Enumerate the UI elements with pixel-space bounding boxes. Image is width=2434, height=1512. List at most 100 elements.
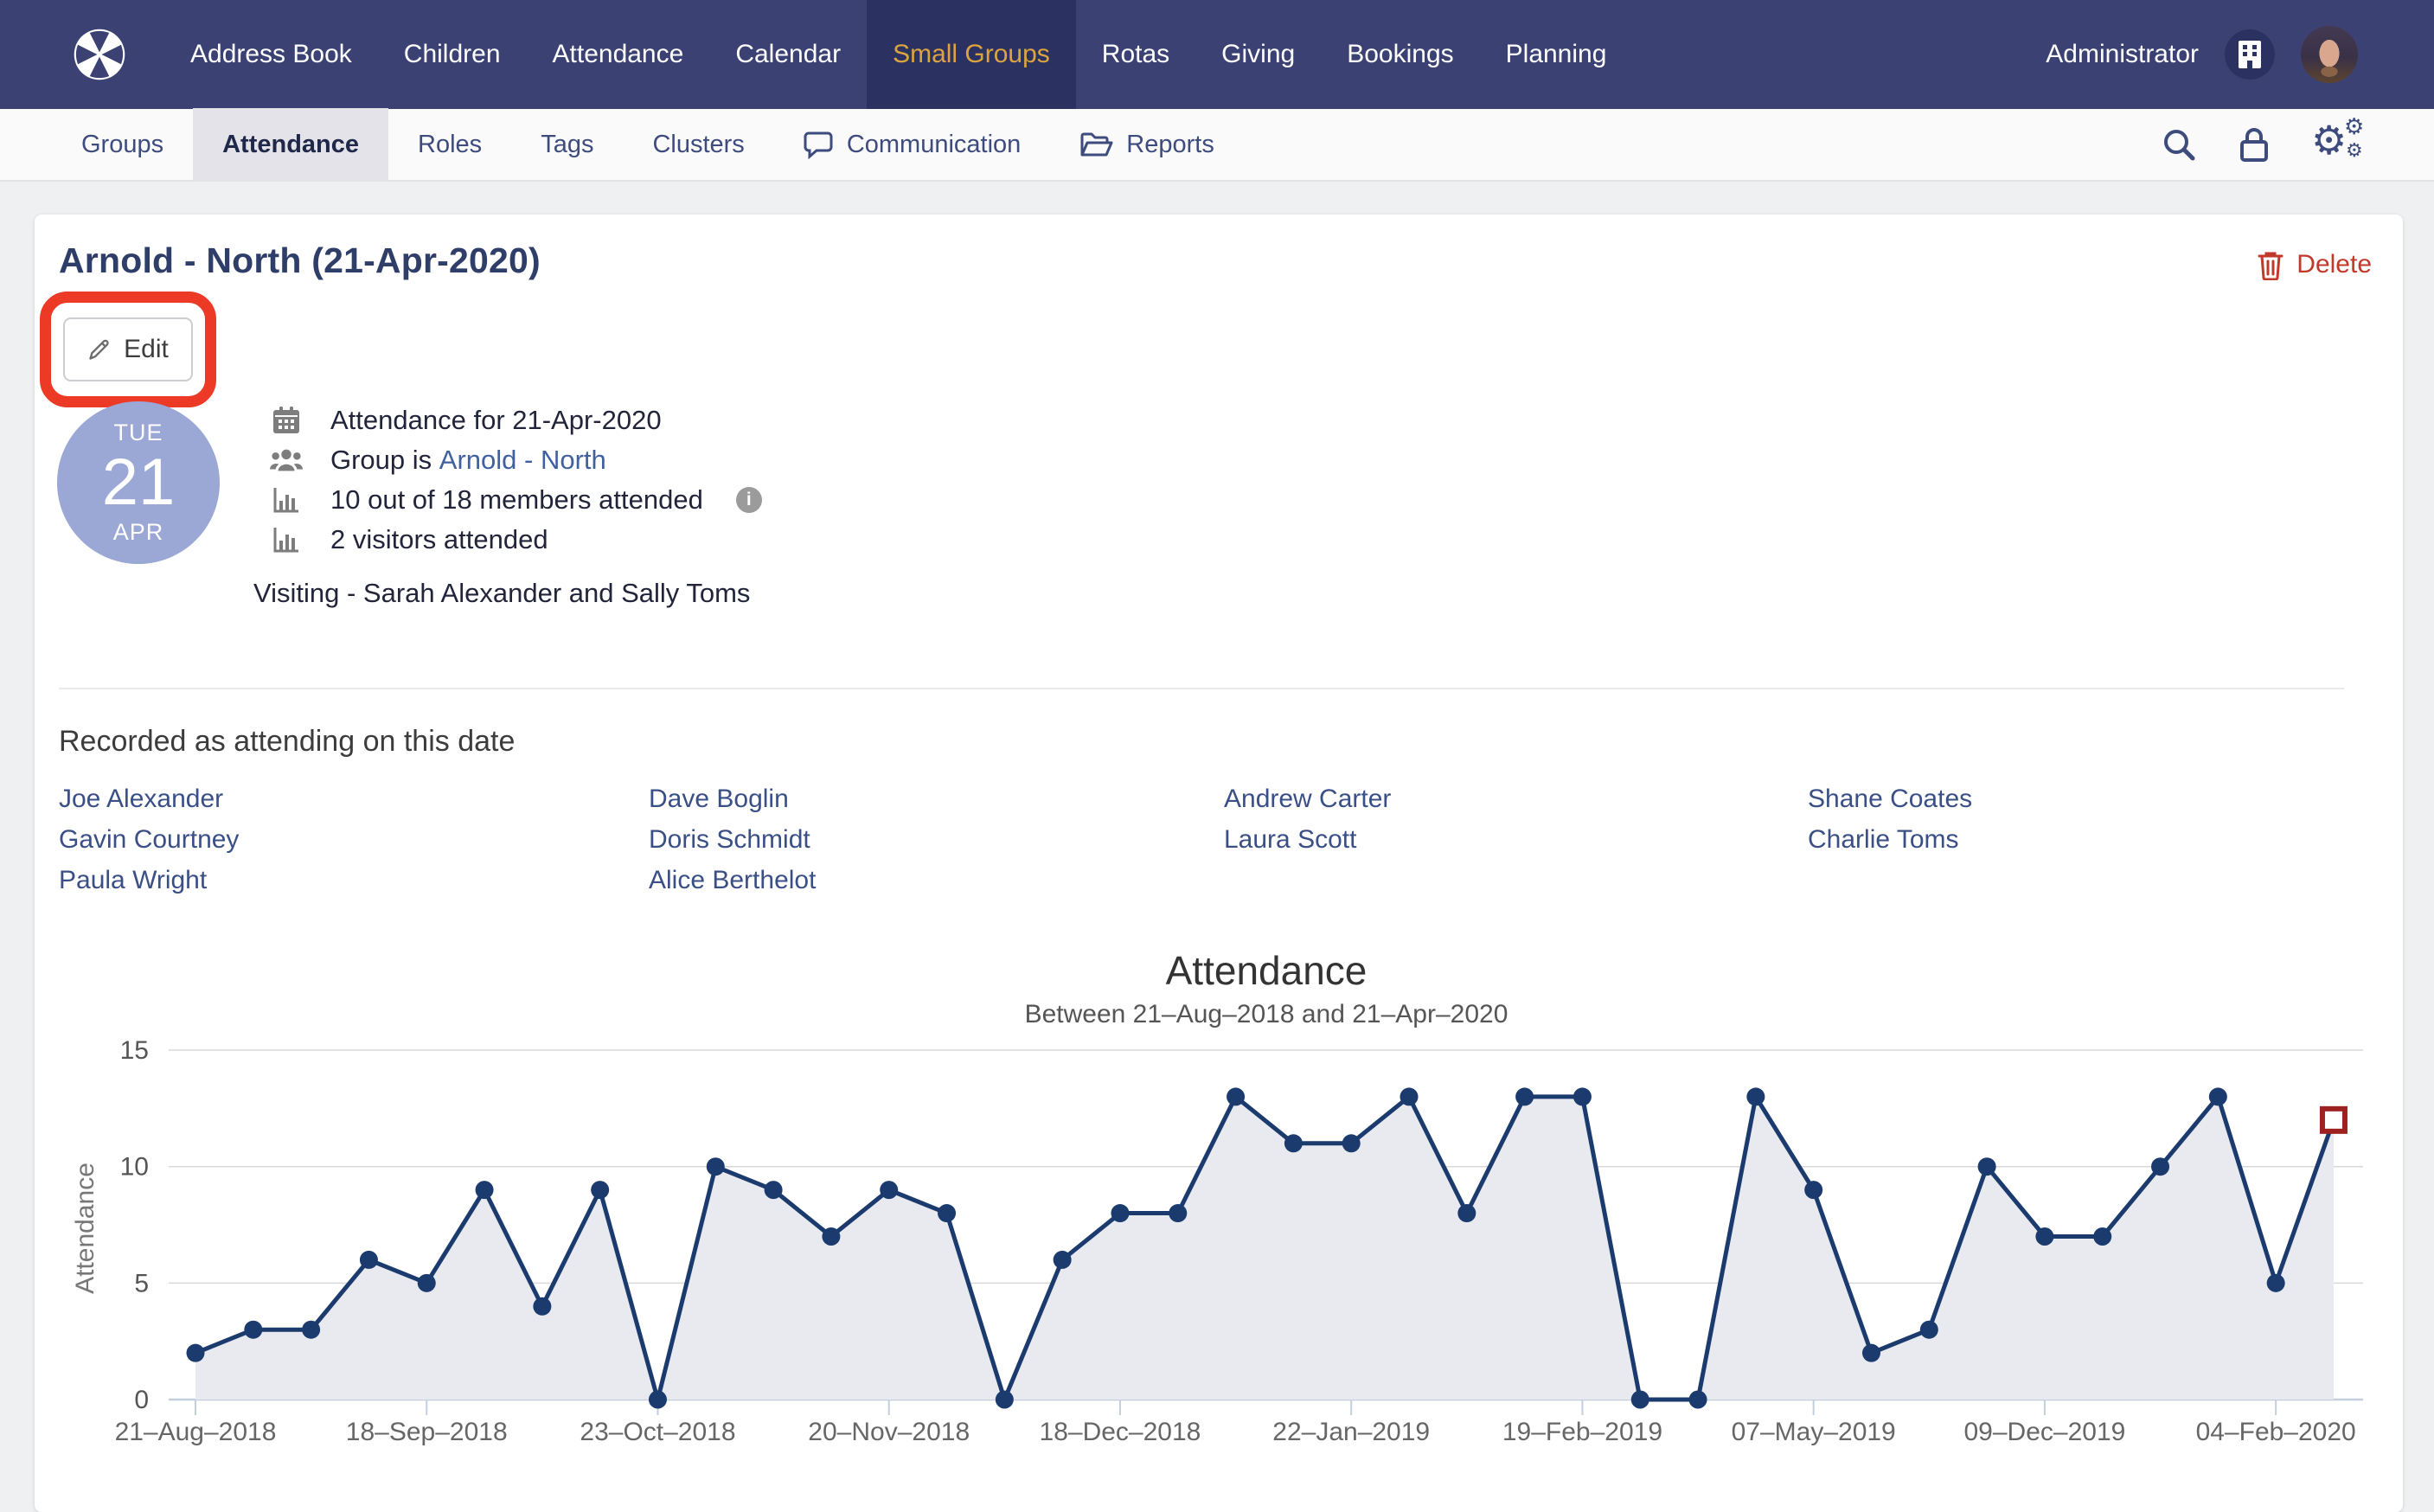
- visiting-note: Visiting - Sarah Alexander and Sally Tom…: [253, 578, 751, 608]
- data-point: [2093, 1227, 2112, 1246]
- people-group-icon: [270, 447, 303, 473]
- x-tick-label: 09–Dec–2019: [1964, 1418, 2126, 1446]
- y-tick-label: 5: [134, 1269, 149, 1297]
- topnav-address-book[interactable]: Address Book: [190, 40, 352, 68]
- data-point: [706, 1157, 725, 1176]
- data-point: [822, 1227, 841, 1246]
- trash-icon: [2258, 252, 2283, 280]
- chart-title: Attendance: [1166, 948, 1368, 993]
- pencil-icon: [89, 339, 109, 360]
- subnav-communication[interactable]: Communication: [774, 108, 1050, 181]
- lock-icon[interactable]: [2237, 125, 2271, 163]
- x-tick-label: 22–Jan–2019: [1272, 1418, 1430, 1446]
- subnav-tags[interactable]: Tags: [541, 130, 594, 158]
- data-point: [2266, 1273, 2285, 1292]
- attendee-column: Dave Boglin Doris Schmidt Alice Berthelo…: [649, 778, 816, 900]
- data-point: [1688, 1390, 1707, 1409]
- subnav-groups[interactable]: Groups: [81, 130, 164, 158]
- subnav-items: Groups Attendance Roles Tags Clusters Co…: [52, 108, 1244, 181]
- subnav-reports[interactable]: Reports: [1050, 108, 1244, 181]
- data-point: [533, 1297, 552, 1316]
- edit-button[interactable]: Edit: [63, 317, 193, 381]
- data-point: [417, 1273, 436, 1292]
- topnav-rotas[interactable]: Rotas: [1101, 40, 1170, 68]
- attendance-chart: Attendance Between 21–Aug–2018 and 21–Apr…: [71, 948, 2363, 1446]
- attendee-link[interactable]: Joe Alexander: [59, 785, 224, 813]
- attendee-column: Joe Alexander Gavin Courtney Paula Wrigh…: [59, 778, 239, 900]
- data-point: [1977, 1157, 1996, 1176]
- data-point: [1053, 1250, 1072, 1269]
- y-tick-label: 15: [120, 1036, 149, 1065]
- data-point: [1111, 1204, 1130, 1223]
- x-tick-label: 20–Nov–2018: [808, 1418, 970, 1446]
- topnav-giving[interactable]: Giving: [1221, 40, 1296, 68]
- subnav-attendance[interactable]: Attendance: [193, 108, 389, 181]
- y-tick-label: 0: [134, 1386, 149, 1414]
- attendee-link[interactable]: Andrew Carter: [1224, 785, 1392, 813]
- data-point: [938, 1204, 957, 1223]
- data-point: [995, 1390, 1014, 1409]
- data-point: [1227, 1087, 1246, 1106]
- data-point: [475, 1181, 494, 1200]
- churchsuite-logo-icon[interactable]: [73, 28, 126, 81]
- data-point: [244, 1320, 263, 1339]
- search-icon[interactable]: [2161, 126, 2197, 163]
- administrator-label[interactable]: Administrator: [2046, 40, 2199, 68]
- gears-icon[interactable]: ⚙ ⚙ ⚙: [2311, 113, 2365, 163]
- data-point: [1342, 1134, 1361, 1153]
- info-icon[interactable]: i: [735, 487, 762, 513]
- detail-row-members: 10 out of 18 members attended i: [270, 484, 762, 516]
- subnav-roles[interactable]: Roles: [418, 130, 483, 158]
- attendee-link[interactable]: Paula Wright: [59, 866, 208, 894]
- topnav-right: Administrator: [2046, 26, 2434, 83]
- attendee-link[interactable]: Alice Berthelot: [649, 866, 817, 894]
- data-point: [591, 1181, 610, 1200]
- data-point: [1572, 1087, 1592, 1106]
- topnav-attendance[interactable]: Attendance: [552, 40, 684, 68]
- subnav-clusters[interactable]: Clusters: [652, 130, 745, 158]
- detail-row-visitors: 2 visitors attended: [270, 524, 548, 555]
- x-tick-label: 18–Dec–2018: [1040, 1418, 1201, 1446]
- attendees-heading: Recorded as attending on this date: [59, 725, 516, 758]
- topnav-children[interactable]: Children: [403, 40, 501, 68]
- data-point: [1804, 1181, 1823, 1200]
- chart-subtitle: Between 21–Aug–2018 and 21–Apr–2020: [1025, 1000, 1508, 1028]
- bar-chart-icon: [270, 486, 303, 514]
- delete-button[interactable]: Delete: [2257, 249, 2372, 280]
- attendee-link[interactable]: Gavin Courtney: [59, 825, 240, 854]
- topnav-planning[interactable]: Planning: [1505, 40, 1607, 68]
- data-point: [1746, 1087, 1765, 1106]
- data-point: [1515, 1087, 1534, 1106]
- data-point: [302, 1320, 321, 1339]
- calendar-icon: [270, 406, 303, 435]
- data-point: [2035, 1227, 2054, 1246]
- date-badge: TUE 21 APR: [57, 401, 220, 564]
- organisation-button[interactable]: [2225, 29, 2275, 80]
- attendee-link[interactable]: Laura Scott: [1224, 825, 1357, 854]
- data-point: [648, 1390, 667, 1409]
- x-tick-label: 21–Aug–2018: [115, 1418, 277, 1446]
- speech-bubble-icon: [804, 131, 833, 159]
- attendee-link[interactable]: Charlie Toms: [1808, 825, 1959, 854]
- data-point: [359, 1250, 378, 1269]
- y-tick-label: 10: [120, 1153, 149, 1182]
- user-avatar[interactable]: [2301, 26, 2358, 83]
- data-point: [2208, 1087, 2227, 1106]
- data-point: [1630, 1390, 1649, 1409]
- data-point: [1919, 1320, 1938, 1339]
- attendee-link[interactable]: Doris Schmidt: [649, 825, 810, 854]
- attendee-link[interactable]: Shane Coates: [1808, 785, 1973, 813]
- data-point: [1169, 1204, 1188, 1223]
- x-tick-label: 19–Feb–2019: [1502, 1418, 1662, 1446]
- x-tick-label: 18–Sep–2018: [346, 1418, 508, 1446]
- attendee-column: Andrew Carter Laura Scott: [1224, 778, 1391, 860]
- attendee-link[interactable]: Dave Boglin: [649, 785, 789, 813]
- topnav-calendar[interactable]: Calendar: [735, 40, 842, 68]
- latest-date-marker: [2319, 1105, 2348, 1134]
- x-tick-label: 04–Feb–2020: [2196, 1418, 2356, 1446]
- topnav-bookings[interactable]: Bookings: [1347, 40, 1454, 68]
- section-divider: [59, 688, 2344, 689]
- group-link[interactable]: Arnold - North: [439, 445, 606, 475]
- x-tick-label: 23–Oct–2018: [580, 1418, 735, 1446]
- topnav-small-groups[interactable]: Small Groups: [867, 0, 1076, 109]
